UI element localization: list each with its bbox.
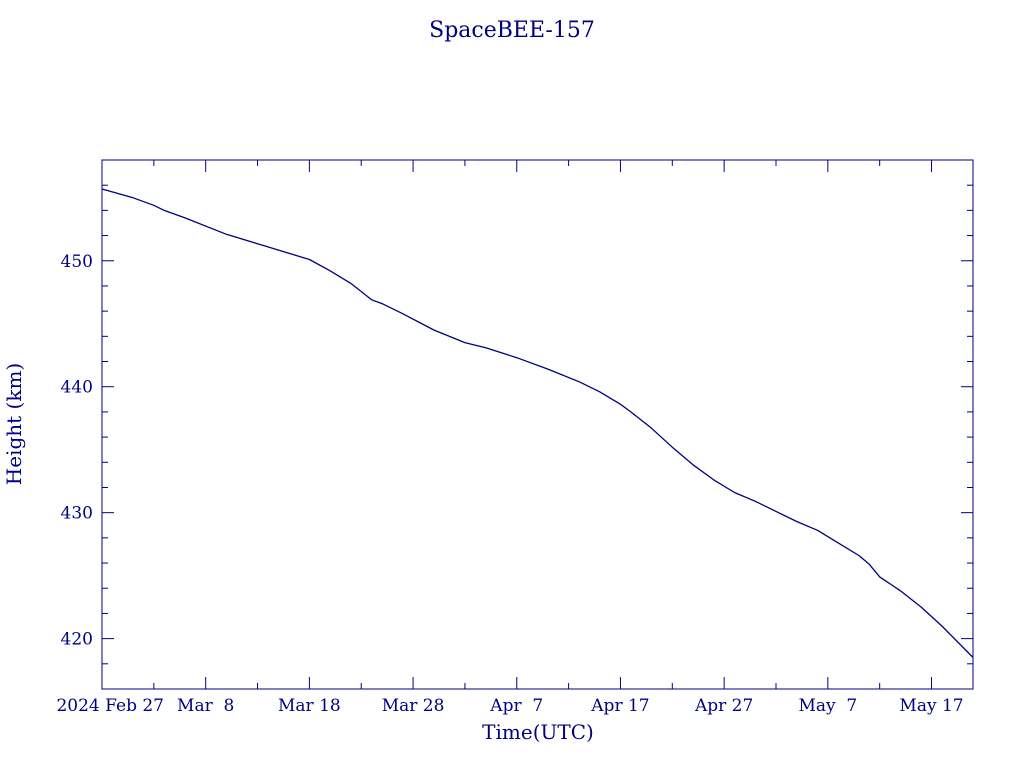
chart-title: SpaceBEE-157: [429, 18, 595, 43]
x-tick-label: Apr 7: [489, 696, 543, 716]
series-layer: [101, 188, 974, 658]
plot-frame: [101, 159, 974, 690]
x-tick-label: Mar 8: [177, 696, 234, 716]
x-tick-label: 2024 Feb 27: [56, 696, 164, 716]
x-tick-label: Mar 28: [382, 696, 445, 716]
y-tick-label: 420: [61, 630, 93, 650]
y-axis-label: Height (km): [2, 363, 26, 485]
x-axis-label: Time(UTC): [482, 720, 594, 744]
y-tick-label: 440: [61, 378, 93, 398]
x-tick-label: May 7: [798, 696, 857, 716]
x-tick-label: Apr 17: [590, 696, 649, 716]
x-axis: 2024 Feb 27 Mar 8 Mar 18 Mar 28 Apr 7 Apr 17 A…: [56, 160, 964, 716]
x-tick-label: May 17: [899, 696, 963, 716]
y-tick-label: 450: [61, 252, 93, 272]
y-axis: 420 430 440 450: [61, 159, 973, 690]
series-line: [101, 188, 974, 658]
x-tick-label: Mar 18: [278, 696, 341, 716]
x-tick-label: Apr 27: [694, 696, 753, 716]
y-tick-label: 430: [61, 504, 93, 524]
